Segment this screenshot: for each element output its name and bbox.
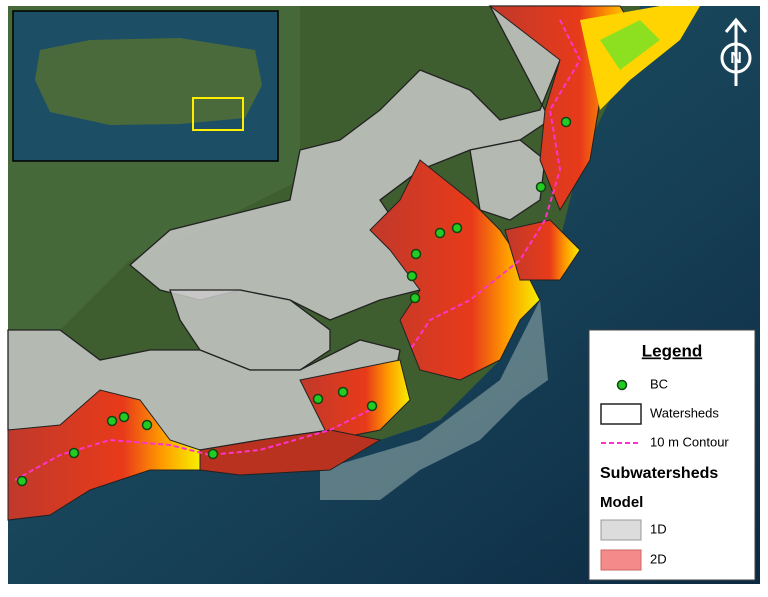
north-label: N (730, 50, 742, 67)
north-arrow: N (720, 17, 752, 86)
legend-item: Watersheds (650, 405, 719, 420)
bc-points (16, 116, 572, 487)
legend-1d-symbol (600, 519, 642, 541)
legend: Legend BC Watersheds 10 m Contour Subwat… (588, 329, 756, 581)
legend-item: 1D (650, 521, 667, 536)
inset-map (12, 10, 279, 162)
legend-item: 10 m Contour (650, 434, 729, 449)
legend-title: Legend (642, 341, 702, 360)
model-2d-zones (7, 5, 700, 521)
legend-item: BC (650, 376, 668, 391)
contour (14, 19, 582, 481)
legend-subtitle: Subwatersheds (600, 465, 718, 482)
legend-item: 2D (650, 551, 667, 566)
legend-group-title: Model (600, 494, 643, 511)
legend-2d-symbol (600, 549, 642, 571)
legend-watershed-symbol (600, 403, 642, 425)
shallow-water (320, 300, 548, 500)
legend-bc-symbol (616, 379, 628, 391)
